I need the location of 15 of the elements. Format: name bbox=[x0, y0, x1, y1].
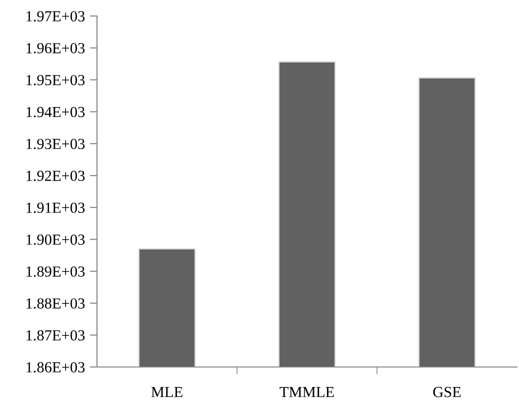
y-tick-label: 1.90E+03 bbox=[26, 234, 85, 245]
y-tick-label: 1.94E+03 bbox=[26, 106, 85, 118]
y-tick-label: 1.96E+03 bbox=[26, 43, 85, 54]
y-tick-label: 1.87E+03 bbox=[26, 330, 85, 341]
x-tick-label: MLE bbox=[151, 387, 182, 398]
x-tick-label: TMMLE bbox=[280, 387, 334, 398]
y-tick-label: 1.92E+03 bbox=[26, 170, 85, 182]
y-tick-label: 1.91E+03 bbox=[26, 202, 85, 213]
y-tick-label: 1.89E+03 bbox=[26, 266, 85, 277]
x-tick-label: GSE bbox=[433, 386, 461, 398]
y-tick-label: 1.88E+03 bbox=[26, 298, 85, 309]
y-tick-label: 1.97E+03 bbox=[26, 11, 85, 22]
y-tick-label: 1.95E+03 bbox=[26, 74, 85, 86]
y-tick-label: 1.86E+03 bbox=[26, 362, 85, 373]
y-tick-label: 1.93E+03 bbox=[26, 138, 85, 150]
